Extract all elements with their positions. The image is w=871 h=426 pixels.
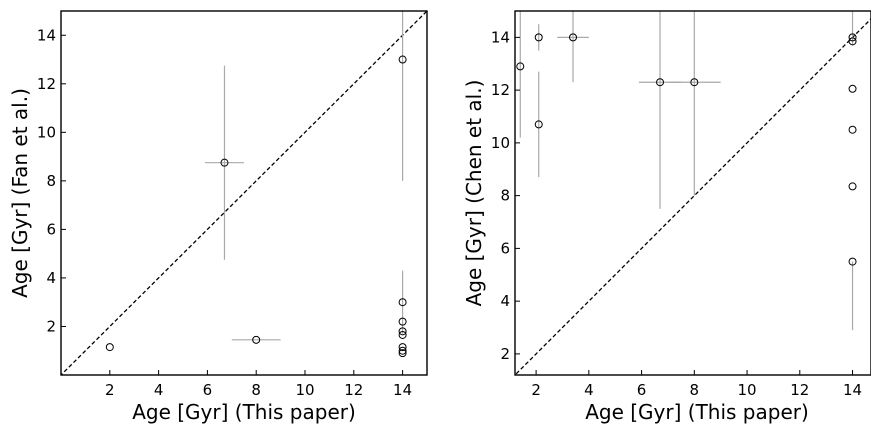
- data-point: [848, 182, 857, 191]
- axes-frame: [60, 10, 428, 376]
- y-tick-label: 8: [500, 187, 510, 205]
- y-tick-label: 10: [491, 134, 510, 152]
- identity-line: [515, 17, 871, 375]
- axes-frame: [514, 10, 871, 376]
- y-axis-label: Age [Gyr] (Fan et al.): [8, 88, 32, 298]
- y-tick-label: 4: [46, 269, 56, 287]
- x-tick-label: 10: [738, 381, 757, 399]
- data-point: [398, 349, 407, 358]
- data-point: [848, 84, 857, 93]
- data-point: [398, 330, 407, 339]
- y-tick-label: 4: [500, 292, 510, 310]
- data-point: [569, 33, 578, 42]
- y-tick-label: 8: [46, 172, 56, 190]
- x-tick-label: 12: [344, 381, 363, 399]
- data-point: [220, 158, 229, 167]
- y-tick-label: 2: [500, 345, 510, 363]
- y-tick-label: 14: [37, 26, 56, 44]
- y-tick-label: 14: [491, 28, 510, 46]
- x-tick-label: 6: [637, 381, 647, 399]
- data-point: [848, 33, 857, 42]
- x-tick-label: 14: [843, 381, 862, 399]
- data-point: [398, 346, 407, 355]
- data-point: [398, 298, 407, 307]
- plot-area: [515, 11, 871, 375]
- x-tick-label: 4: [154, 381, 164, 399]
- data-point: [398, 55, 407, 64]
- x-tick-label: 8: [690, 381, 700, 399]
- x-tick-label: 14: [393, 381, 412, 399]
- x-axis-label: Age [Gyr] (This paper): [585, 400, 809, 424]
- data-point: [656, 78, 665, 87]
- data-point: [398, 327, 407, 336]
- data-point: [105, 343, 114, 352]
- x-tick-label: 4: [584, 381, 594, 399]
- y-tick-label: 2: [46, 317, 56, 335]
- y-tick-label: 12: [491, 81, 510, 99]
- x-tick-label: 8: [251, 381, 261, 399]
- y-tick-label: 6: [500, 239, 510, 257]
- x-tick-label: 12: [790, 381, 809, 399]
- data-point: [848, 37, 857, 46]
- right-panel-chen: 2 4 6 8 10 12 14 2 4 6 8 10 12 14 Age [Gyr] (This pape…: [462, 10, 871, 424]
- data-point: [848, 125, 857, 134]
- x-tick-label: 6: [203, 381, 213, 399]
- data-point: [534, 120, 543, 129]
- x-axis-label: Age [Gyr] (This paper): [132, 400, 356, 424]
- data-point: [398, 317, 407, 326]
- x-tick-label: 2: [105, 381, 115, 399]
- identity-line: [61, 11, 427, 375]
- data-point: [690, 78, 699, 87]
- data-point: [252, 335, 261, 344]
- x-tick-label: 10: [295, 381, 314, 399]
- left-panel-fan: 2 4 6 8 10 12 14 2 4 6 8 10 12 14 Age [Gyr] (This pape…: [8, 10, 428, 424]
- data-point: [534, 33, 543, 42]
- y-tick-label: 12: [37, 75, 56, 93]
- y-tick-label: 6: [46, 220, 56, 238]
- plot-area: [61, 11, 427, 375]
- y-axis-label: Age [Gyr] (Chen et al.): [462, 80, 486, 307]
- data-point: [398, 343, 407, 352]
- y-tick-label: 10: [37, 123, 56, 141]
- data-point: [848, 257, 857, 266]
- x-tick-label: 2: [531, 381, 541, 399]
- data-point: [516, 62, 525, 71]
